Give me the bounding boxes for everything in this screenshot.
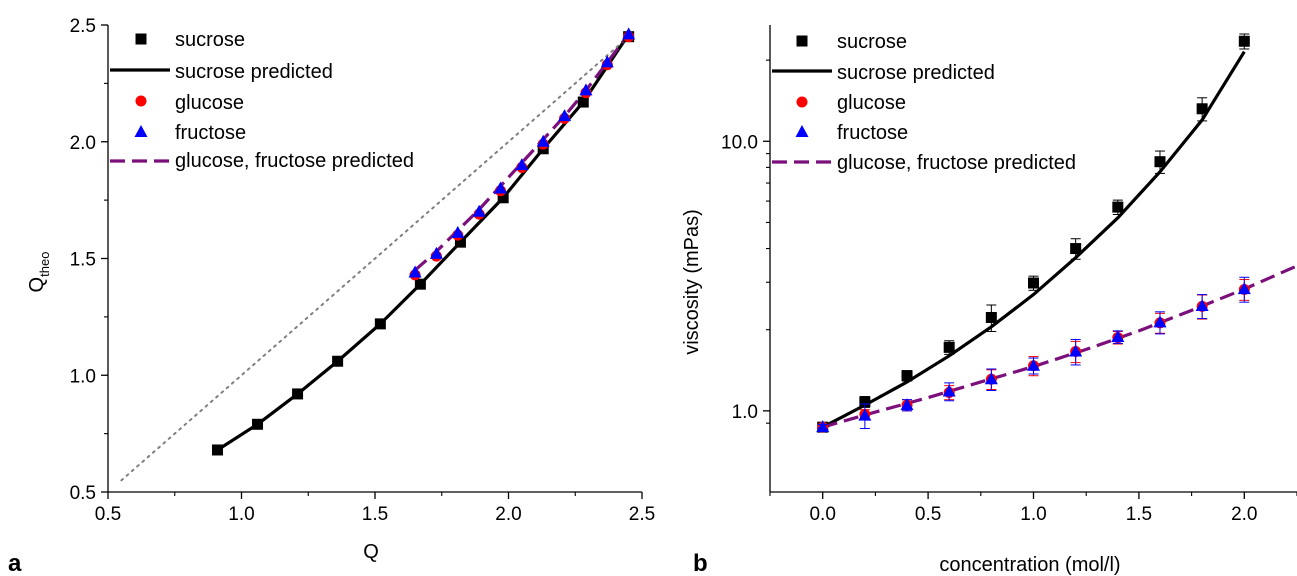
legend-marker-glucose <box>135 95 147 107</box>
data-point-fructose <box>515 158 529 171</box>
data-point-sucrose <box>1028 277 1039 289</box>
identity-reference-line <box>120 35 630 482</box>
legend-marker-sucrose <box>796 35 808 47</box>
x-tick-label: 1.0 <box>228 504 254 525</box>
data-point-fructose <box>900 398 914 411</box>
data-point-fructose <box>1153 315 1167 328</box>
data-point-sucrose <box>1238 35 1250 47</box>
y-axis-title-a-main: Q <box>26 277 48 293</box>
data-point-fructose <box>600 55 614 68</box>
panel-label-a: a <box>8 550 22 576</box>
series-line-glucose-fructose-predicted <box>822 264 1297 429</box>
data-point-sucrose <box>252 418 264 430</box>
data-point-fructose <box>429 246 443 259</box>
data-point-sucrose <box>497 192 509 204</box>
legend-label-glucose-fructose-predicted: glucose, fructose predicted <box>837 152 1076 174</box>
data-point-sucrose <box>577 96 589 108</box>
data-point-sucrose <box>943 341 955 353</box>
x-tick-label: 0.0 <box>809 504 835 525</box>
data-point-fructose <box>1195 298 1209 311</box>
data-point-sucrose <box>292 388 304 400</box>
x-tick-label: 2.5 <box>629 504 655 525</box>
y-tick-label: 1.0 <box>732 402 758 423</box>
data-point-fructose <box>1027 358 1040 371</box>
data-point-sucrose <box>1196 103 1208 115</box>
y-axis-title-b: viscosity (mPas) <box>681 209 703 355</box>
x-tick-label: 1.5 <box>1126 504 1152 525</box>
panel-b-axes: 0.0 0.5 1.0 1.5 2.0 1.0 10.0 <box>721 25 1297 525</box>
data-point-sucrose <box>454 236 466 248</box>
panel-label-b: b <box>693 550 708 576</box>
series-line-sucrose-predicted <box>821 50 1246 429</box>
series-line-glucose-fructose-predicted <box>413 33 630 272</box>
y-axis-title-a-subscript: theo <box>37 252 52 277</box>
legend-label-sucrose-predicted: sucrose predicted <box>175 61 333 83</box>
y-tick-label: 10.0 <box>721 132 758 153</box>
data-point-fructose <box>558 109 572 122</box>
legend-label-fructose: fructose <box>175 122 246 144</box>
data-point-fructose <box>493 181 507 194</box>
data-point-fructose <box>1237 282 1251 295</box>
panel-a: 0.5 1.0 1.5 2.0 2.5 0.5 1.0 1.5 2.0 2.5 sucrose s… <box>8 16 655 576</box>
legend-marker-sucrose <box>135 33 147 45</box>
legend-label-sucrose: sucrose <box>837 31 907 53</box>
data-point-fructose <box>472 204 486 217</box>
legend-marker-glucose <box>796 96 808 108</box>
data-point-fructose <box>816 420 830 433</box>
data-point-fructose <box>622 27 636 40</box>
data-point-sucrose <box>332 355 344 367</box>
data-point-fructose <box>858 408 872 421</box>
legend-label-glucose: glucose <box>837 92 906 114</box>
panel-a-legend: sucrose sucrose predicted glucose fructo… <box>110 29 414 172</box>
x-tick-label: 1.0 <box>1020 504 1046 525</box>
panel-b-legend: sucrose sucrose predicted glucose fructo… <box>772 31 1076 174</box>
data-point-fructose <box>942 384 956 397</box>
legend-label-fructose: fructose <box>837 122 908 144</box>
legend-marker-fructose <box>134 125 148 137</box>
y-tick-label: 1.5 <box>70 250 96 271</box>
data-point-sucrose <box>1112 201 1124 213</box>
data-point-sucrose <box>374 318 386 330</box>
x-tick-label: 1.5 <box>362 504 388 525</box>
panel-b-series <box>816 33 1297 433</box>
data-point-fructose <box>1069 344 1083 357</box>
data-point-sucrose <box>1070 243 1082 255</box>
legend-label-sucrose: sucrose <box>175 29 245 51</box>
data-point-sucrose <box>985 311 997 323</box>
data-point-sucrose <box>414 278 426 290</box>
data-point-fructose <box>579 83 593 96</box>
x-tick-label: 2.0 <box>495 504 521 525</box>
x-tick-label: 0.5 <box>915 504 941 525</box>
data-point-fructose <box>451 225 465 238</box>
y-tick-label: 2.0 <box>70 133 96 154</box>
x-tick-label: 2.0 <box>1231 504 1257 525</box>
data-point-sucrose <box>901 370 913 382</box>
legend-label-glucose-fructose-predicted: glucose, fructose predicted <box>175 150 414 172</box>
panel-b: 0.0 0.5 1.0 1.5 2.0 1.0 10.0 sucrose sucrose p… <box>681 25 1297 576</box>
data-point-fructose <box>536 134 550 147</box>
x-axis-title-b: concentration (mol/l) <box>939 554 1120 576</box>
x-tick-label: 0.5 <box>95 504 121 525</box>
data-point-fructose <box>1111 329 1125 342</box>
legend-label-sucrose-predicted: sucrose predicted <box>837 62 995 84</box>
x-axis-title-a: Q <box>363 541 379 563</box>
data-point-sucrose <box>1154 156 1166 168</box>
y-axis-title-a: Qtheo <box>26 252 52 293</box>
y-tick-label: 0.5 <box>70 483 96 504</box>
data-point-sucrose <box>859 396 871 408</box>
data-point-sucrose <box>211 444 223 456</box>
legend-marker-fructose <box>795 125 809 137</box>
y-tick-label: 1.0 <box>70 366 96 387</box>
y-tick-label: 2.5 <box>70 16 96 37</box>
legend-label-glucose: glucose <box>175 92 244 114</box>
panel-a-axes: 0.5 1.0 1.5 2.0 2.5 0.5 1.0 1.5 2.0 2.5 <box>70 16 656 525</box>
data-point-fructose <box>408 265 422 278</box>
series-line-sucrose-predicted <box>216 33 630 452</box>
data-point-fructose <box>984 372 998 385</box>
panel-a-series <box>120 27 636 482</box>
